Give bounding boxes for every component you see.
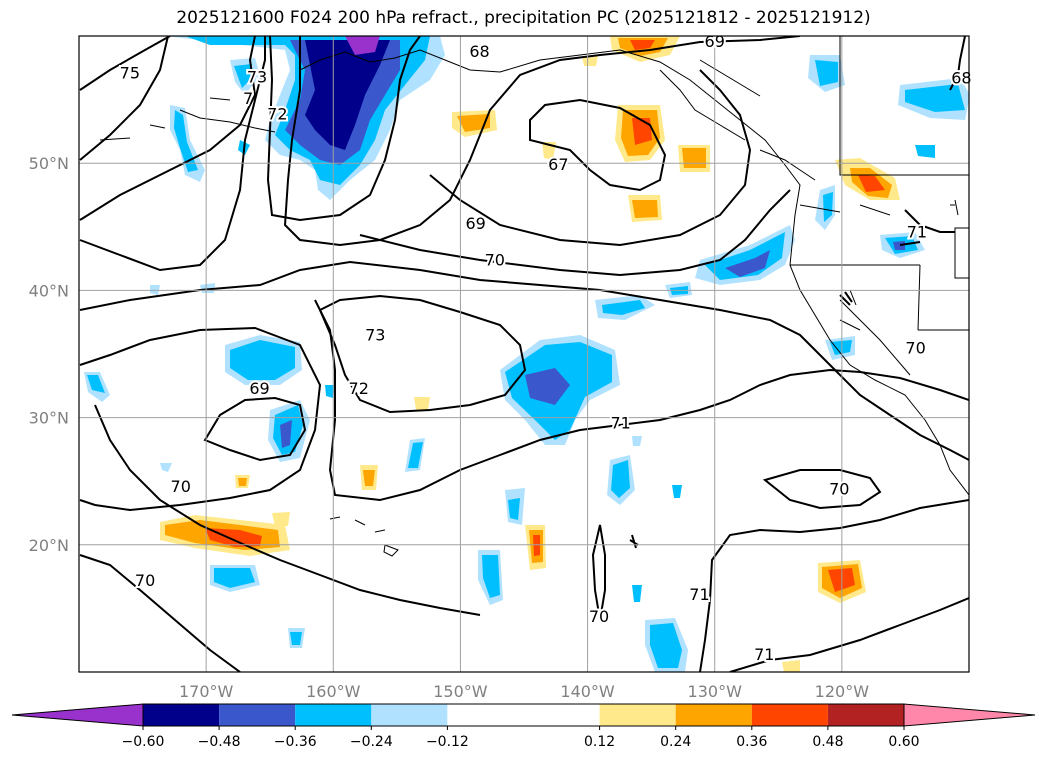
contour-label: 71	[610, 413, 630, 432]
colorbar-tick-label: −0.36	[274, 734, 317, 750]
contour-label: 69	[249, 379, 269, 398]
contour-label: 72	[349, 379, 369, 398]
contour-label: 70	[905, 338, 925, 357]
plot-frame	[78, 35, 970, 673]
colorbar-segment	[219, 704, 296, 726]
lon-tick-label: 170°W	[179, 682, 234, 701]
colorbar-tick-label: −0.48	[198, 734, 241, 750]
contour-label: 71	[689, 585, 709, 604]
colorbar-segment	[447, 704, 600, 726]
contour-label: 73	[247, 67, 267, 86]
contour-lines	[79, 36, 969, 672]
contour-label: 75	[120, 64, 140, 83]
lat-tick-label: 50°N	[29, 154, 69, 173]
colorbar-segment	[599, 704, 676, 726]
contour-label: 70	[135, 571, 155, 590]
colorbar-tick-label: 0.12	[584, 734, 615, 750]
colorbar-segment	[751, 704, 828, 726]
lon-tick-label: 160°W	[306, 682, 361, 701]
colorbar-tick-label: 0.36	[736, 734, 767, 750]
colorbar-tick-label: 0.24	[660, 734, 691, 750]
lon-tick-label: 140°W	[560, 682, 615, 701]
contour-label: 7	[243, 89, 253, 108]
colorbar: −0.60 −0.48 −0.36 −0.24 −0.12 0.12 0.24 0.36 0.4…	[11, 703, 1036, 750]
contour-label: 72	[267, 104, 287, 123]
colorbar-segment	[675, 704, 752, 726]
lat-tick-label: 20°N	[29, 536, 69, 555]
contour-label: 70	[589, 607, 609, 626]
contour-label: 71	[907, 223, 927, 242]
lon-tick-label: 120°W	[815, 682, 870, 701]
longitude-tick-labels: 170°W 160°W 150°W 140°W 130°W 120°W	[179, 682, 869, 701]
contour-label: 68	[951, 69, 971, 88]
colorbar-tick-label: −0.12	[426, 734, 469, 750]
contour-label: 67	[548, 155, 568, 174]
hawaii-islands	[329, 516, 399, 557]
gridlines	[79, 36, 969, 672]
contour-label: 70	[171, 477, 191, 496]
contour-label: 73	[365, 326, 385, 345]
contour-label: 70	[485, 251, 505, 270]
coastlines	[99, 36, 969, 496]
lat-tick-label: 40°N	[29, 281, 69, 300]
colorbar-segment	[295, 704, 372, 726]
map-title: 2025121600 F024 200 hPa refract., precip…	[176, 8, 871, 28]
contour-label: 70	[829, 480, 849, 499]
colorbar-under-extension	[11, 703, 144, 727]
colorbar-segment	[827, 704, 904, 726]
lon-tick-label: 130°W	[688, 682, 743, 701]
colorbar-tick-label: 0.60	[888, 734, 919, 750]
contour-label: 69	[705, 32, 725, 51]
colorbar-frame	[142, 703, 905, 727]
contour-label: 68	[469, 42, 489, 61]
colorbar-segment	[371, 704, 448, 726]
lon-tick-label: 150°W	[433, 682, 488, 701]
colorbar-tick-label: −0.60	[122, 734, 165, 750]
contour-label: 71	[754, 645, 774, 664]
contour-labels: 75 73772686967697073726971707070707171707…	[118, 30, 974, 666]
colorbar-tick-label: 0.48	[812, 734, 843, 750]
colorbar-tick-label: −0.24	[350, 734, 393, 750]
colorbar-segment	[143, 704, 220, 726]
lat-tick-label: 30°N	[29, 409, 69, 428]
contour-label: 69	[466, 214, 486, 233]
latitude-tick-labels: 20°N 30°N 40°N 50°N	[29, 154, 69, 555]
colorbar-over-extension	[903, 703, 1036, 727]
